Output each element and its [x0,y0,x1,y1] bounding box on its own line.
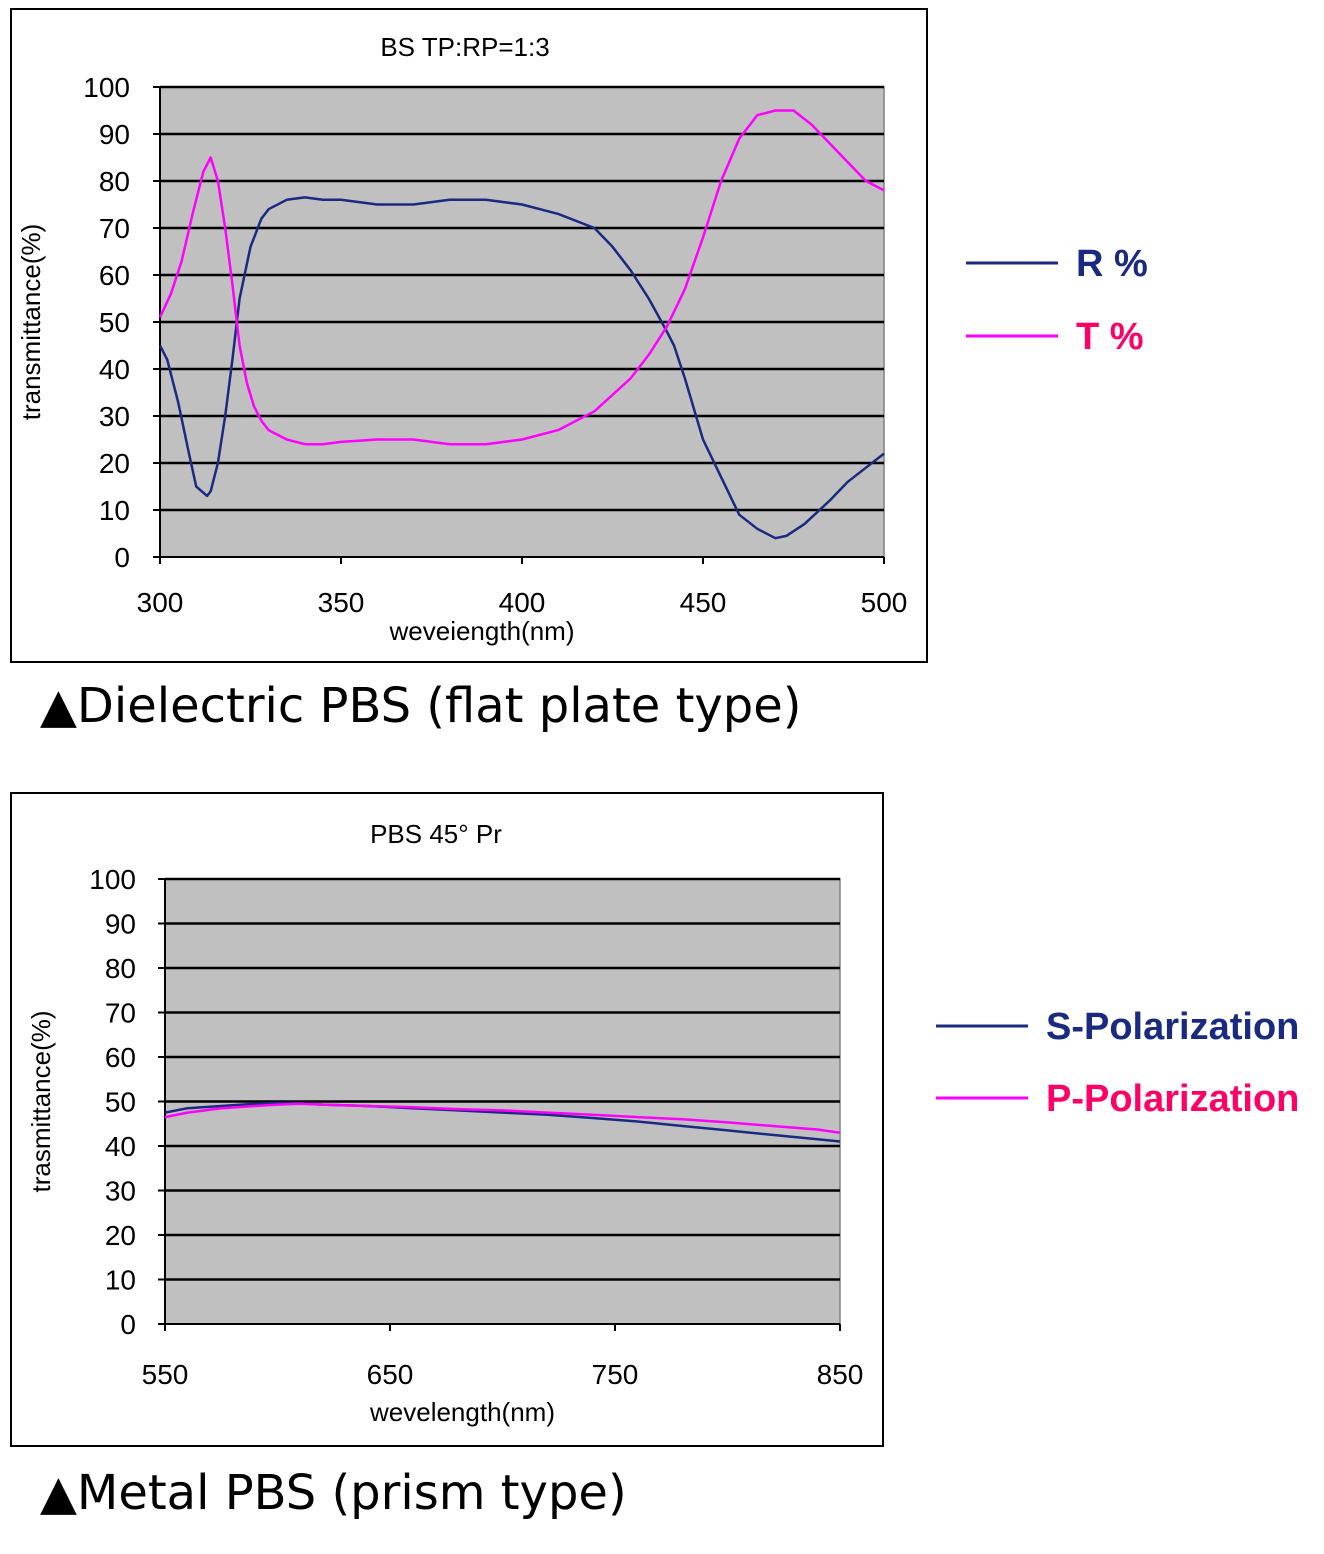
x-tick-label: 500 [861,587,908,618]
y-tick-label: 30 [99,401,130,432]
y-tick-label: 80 [99,166,130,197]
y-tick-label: 20 [99,448,130,479]
x-axis-label: weveiength(nm) [389,616,575,646]
x-tick-label: 450 [680,587,727,618]
x-tick-label: 350 [318,587,365,618]
legend-label: R % [1076,243,1148,285]
y-tick-label: 70 [105,998,136,1029]
y-tick-label: 60 [105,1042,136,1073]
caption-metal-pbs: ▲Metal PBS (prism type) [40,1465,627,1521]
y-tick-label: 50 [99,307,130,338]
chart-title: BS TP:RP=1:3 [380,32,549,62]
y-tick-label: 30 [105,1176,136,1207]
y-tick-label: 0 [120,1309,136,1340]
chart-2: 0 10 20 30 40 50 60 70 80 90 100 550 650 750 850 PBS 45… [26,819,1299,1427]
y-tick-label: 10 [105,1265,136,1296]
legend-label: P-Polarization [1046,1078,1299,1120]
series-line-s-polarization [164,1101,841,1143]
x-tick-label: 750 [592,1359,639,1390]
y-tick-label: 0 [114,542,130,573]
y-axis-label: trasmittance(%) [26,1010,56,1192]
y-tick-label: 90 [99,119,130,150]
x-tick-label: 550 [142,1359,189,1390]
x-tick-label: 300 [137,587,184,618]
x-tick-label: 650 [367,1359,414,1390]
y-tick-label: 100 [89,864,136,895]
series-line-r [158,196,885,540]
y-tick-label: 70 [99,213,130,244]
y-tick-label: 60 [99,260,130,291]
chart-1: 0 10 20 30 40 50 60 70 80 90 100 300 350 400 450 500 BS … [16,32,1148,646]
y-tick-label: 50 [105,1087,136,1118]
y-tick-label: 100 [83,72,130,103]
series-line-p-polarization [164,1102,841,1134]
y-tick-label: 40 [99,354,130,385]
caption-dielectric-pbs: ▲Dielectric PBS (flat plate type) [40,678,802,734]
y-tick-label: 40 [105,1131,136,1162]
y-tick-label: 80 [105,953,136,984]
series-line-t [158,109,885,446]
y-axis-label: transmittance(%) [16,224,46,421]
chart-title: PBS 45° Pr [370,819,502,849]
legend-label: S-Polarization [1046,1006,1299,1048]
x-tick-label: 400 [499,587,546,618]
y-tick-label: 20 [105,1220,136,1251]
x-tick-label: 850 [817,1359,864,1390]
y-tick-label: 10 [99,495,130,526]
x-axis-label: wevelength(nm) [369,1397,555,1427]
legend-label: T % [1076,316,1144,358]
y-tick-label: 90 [105,909,136,940]
